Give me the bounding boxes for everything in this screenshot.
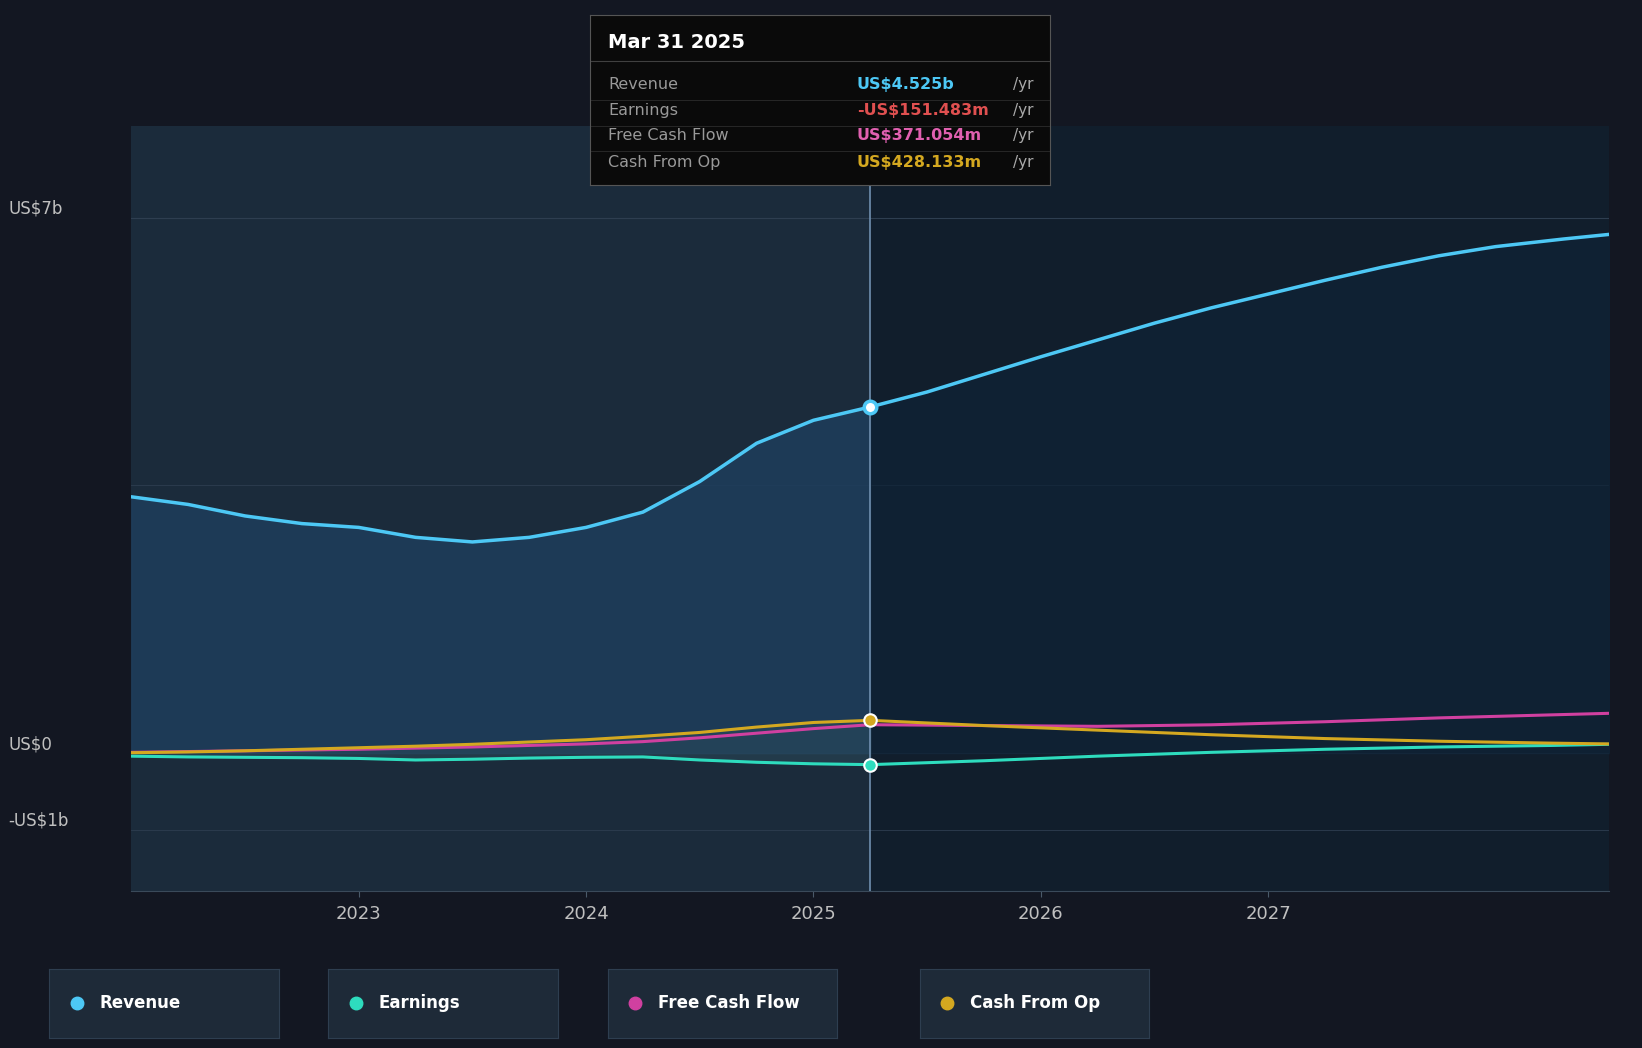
Text: Revenue: Revenue — [609, 78, 678, 92]
Bar — [870, 126, 1609, 891]
Text: /yr: /yr — [1013, 128, 1034, 144]
Text: Free Cash Flow: Free Cash Flow — [609, 128, 729, 144]
Text: Cash From Op: Cash From Op — [609, 155, 721, 171]
Text: Earnings: Earnings — [609, 103, 678, 117]
Text: Analysts Forecasts: Analysts Forecasts — [893, 145, 1048, 162]
Text: /yr: /yr — [1013, 155, 1034, 171]
Text: Cash From Op: Cash From Op — [970, 995, 1100, 1012]
Text: US$371.054m: US$371.054m — [857, 128, 982, 144]
Text: US$7b: US$7b — [8, 199, 62, 218]
Text: US$428.133m: US$428.133m — [857, 155, 982, 171]
Text: /yr: /yr — [1013, 103, 1034, 117]
Text: /yr: /yr — [1013, 78, 1034, 92]
Text: US$4.525b: US$4.525b — [857, 78, 954, 92]
Text: US$0: US$0 — [8, 735, 53, 754]
Text: -US$1b: -US$1b — [8, 811, 69, 830]
Text: Past: Past — [824, 145, 859, 162]
Bar — [131, 126, 870, 891]
Text: Mar 31 2025: Mar 31 2025 — [609, 32, 745, 51]
Text: Earnings: Earnings — [379, 995, 461, 1012]
Text: Free Cash Flow: Free Cash Flow — [658, 995, 800, 1012]
Text: -US$151.483m: -US$151.483m — [857, 103, 988, 117]
Text: Revenue: Revenue — [100, 995, 181, 1012]
